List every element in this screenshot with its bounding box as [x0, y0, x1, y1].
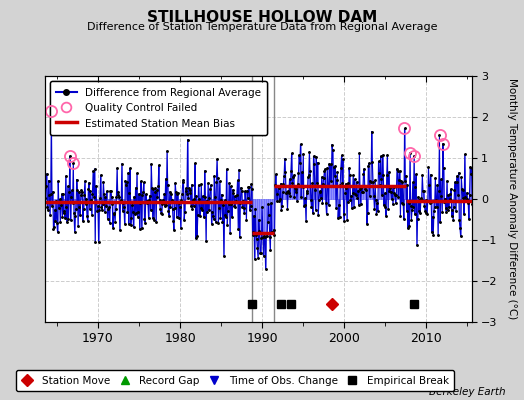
- Text: Difference of Station Temperature Data from Regional Average: Difference of Station Temperature Data f…: [87, 22, 437, 32]
- Legend: Difference from Regional Average, Quality Control Failed, Estimated Station Mean: Difference from Regional Average, Qualit…: [50, 81, 267, 135]
- Text: STILLHOUSE HOLLOW DAM: STILLHOUSE HOLLOW DAM: [147, 10, 377, 25]
- Y-axis label: Monthly Temperature Anomaly Difference (°C): Monthly Temperature Anomaly Difference (…: [507, 78, 517, 320]
- Text: Berkeley Earth: Berkeley Earth: [429, 387, 506, 397]
- Legend: Station Move, Record Gap, Time of Obs. Change, Empirical Break: Station Move, Record Gap, Time of Obs. C…: [16, 370, 454, 391]
